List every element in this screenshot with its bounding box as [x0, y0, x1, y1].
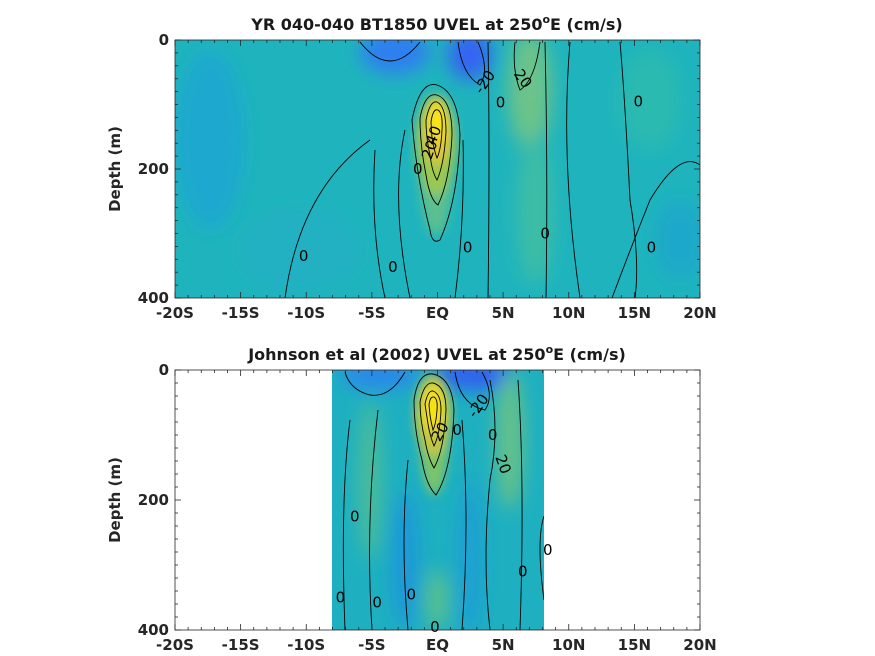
x-tick-label: 20N — [683, 304, 716, 322]
x-tick-label: -15S — [222, 636, 260, 654]
contour-label: 0 — [430, 618, 440, 636]
chart-title: YR 040-040 BT1850 UVEL at 250oE (cm/s) — [250, 13, 622, 34]
contour-label: 0 — [299, 247, 309, 265]
x-tick-labels: -20S -15S -10S -5S EQ 5N 10N 15N 20N — [156, 304, 717, 322]
y-tick-labels: 0 200 400 — [138, 31, 169, 307]
contour-label: 0 — [350, 507, 360, 525]
contour-label: 0 — [413, 160, 423, 178]
contour-label: 20 — [491, 452, 514, 476]
x-tick-label: 15N — [618, 636, 651, 654]
y-tick-label: 200 — [138, 491, 169, 509]
contour-label: 0 — [388, 258, 398, 276]
contour-label: 0 — [634, 92, 644, 110]
contour-label: 0 — [647, 239, 657, 257]
contour-label: 0 — [372, 594, 382, 612]
contour-label: 0 — [406, 585, 416, 603]
x-tick-label: 10N — [552, 636, 585, 654]
contour-label: 0 — [463, 239, 473, 257]
x-tick-label: EQ — [426, 636, 449, 654]
panel-model: YR 040-040 BT1850 UVEL at 250oE (cm/s) — [106, 13, 717, 322]
contour-label: 0 — [540, 225, 550, 243]
x-tick-label: 5N — [492, 636, 515, 654]
x-tick-label: -10S — [287, 304, 325, 322]
y-tick-labels: 0 200 400 — [138, 361, 169, 639]
x-tick-label: -5S — [358, 636, 385, 654]
x-tick-label: 5N — [492, 304, 515, 322]
x-tick-label: -20S — [156, 636, 194, 654]
contour-label: 0 — [452, 421, 462, 439]
y-tick-label: 0 — [159, 31, 169, 49]
contour-label: 0 — [496, 94, 506, 112]
x-tick-labels: -20S -15S -10S -5S EQ 5N 10N 15N 20N — [156, 636, 717, 654]
contour-label: 0 — [336, 589, 346, 607]
contour-label: 20 — [418, 138, 441, 162]
contour-label: 0 — [543, 541, 553, 559]
y-axis-label: Depth (m) — [106, 126, 124, 212]
x-tick-label: -10S — [287, 636, 325, 654]
axis-ticks — [174, 39, 701, 299]
x-tick-label: 10N — [552, 304, 585, 322]
panel-observations: Johnson et al (2002) UVEL at 250oE (cm/s… — [106, 343, 717, 654]
chart-title: Johnson et al (2002) UVEL at 250oE (cm/s… — [247, 343, 626, 364]
heatmap-field — [175, 40, 700, 298]
y-tick-label: 200 — [138, 160, 169, 178]
y-tick-label: 400 — [138, 621, 169, 639]
x-tick-label: EQ — [426, 304, 449, 322]
x-tick-label: -5S — [358, 304, 385, 322]
y-tick-label: 400 — [138, 289, 169, 307]
x-tick-label: -20S — [156, 304, 194, 322]
heatmap-field — [332, 370, 544, 630]
y-axis-label: Depth (m) — [106, 457, 124, 543]
x-tick-label: 15N — [618, 304, 651, 322]
contour-label: 0 — [488, 426, 498, 444]
x-tick-label: -15S — [222, 304, 260, 322]
axis-ticks — [174, 369, 701, 631]
x-tick-label: 20N — [683, 636, 716, 654]
contour-label: 0 — [518, 563, 528, 581]
y-tick-label: 0 — [159, 361, 169, 379]
contour-label: 40 — [422, 123, 445, 147]
